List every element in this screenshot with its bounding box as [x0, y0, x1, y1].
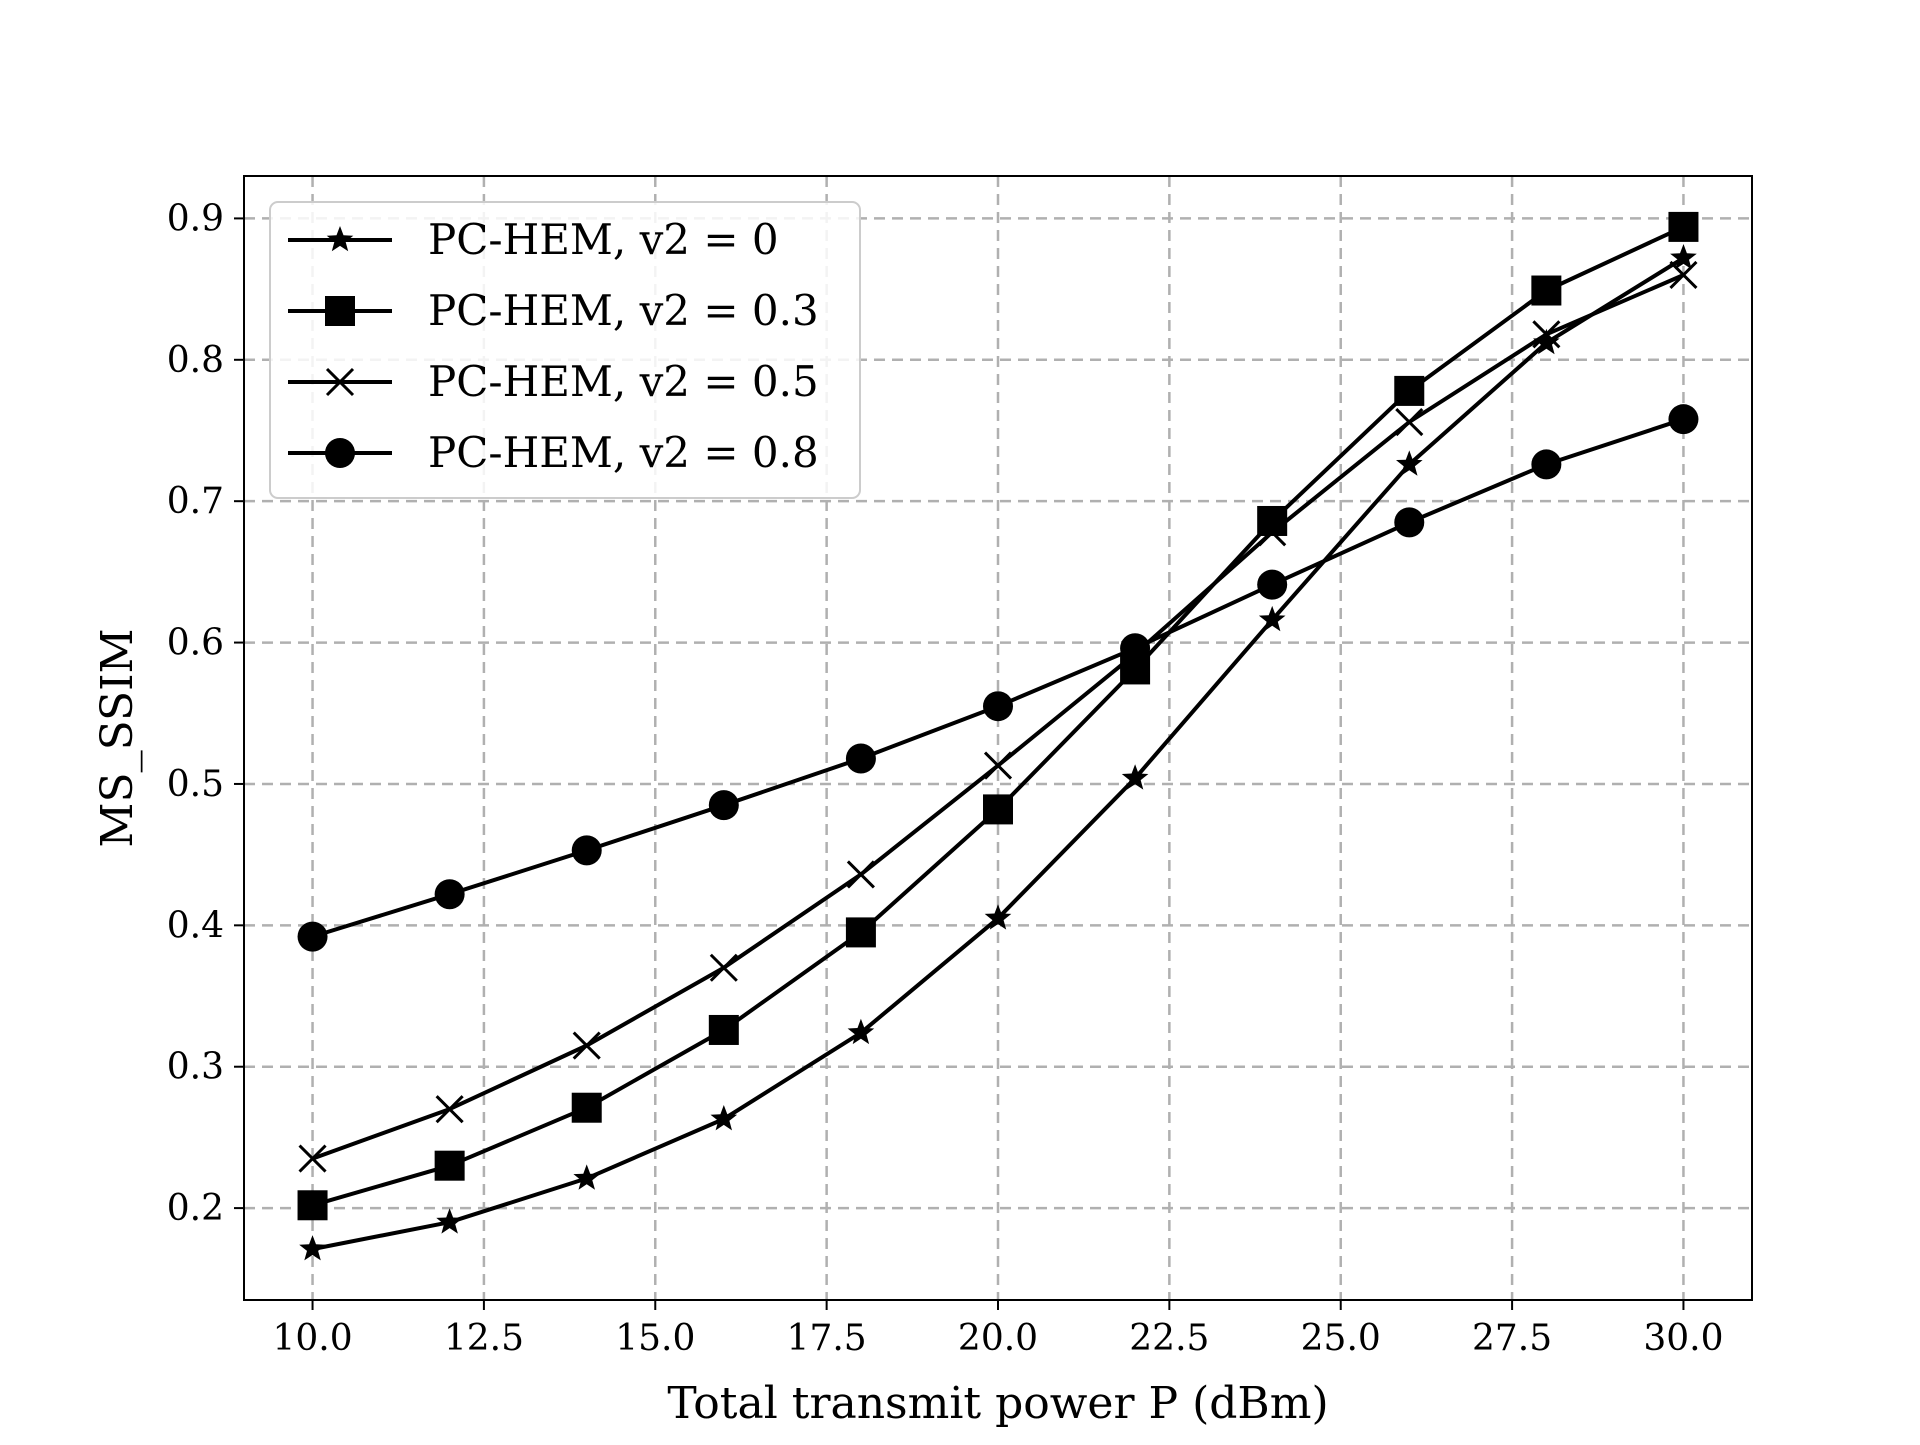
x-axis-label: Total transmit power P (dBm): [667, 1378, 1328, 1429]
legend-label: PC-HEM, v2 = 0: [428, 215, 779, 264]
x-marker: [983, 751, 1013, 780]
circle-marker: [297, 921, 328, 952]
star-marker: [1121, 764, 1149, 790]
axis-ticks: 10.0 12.5 15.0 17.5 20.0 22.5 25.0 27.5 30.0 0.2 0…: [167, 198, 1724, 1359]
star-marker: [436, 1208, 463, 1234]
legend-label: PC-HEM, v2 = 0.5: [428, 357, 819, 406]
x-tick-label: 10.0: [272, 1318, 352, 1359]
legend-label: PC-HEM, v2 = 0.8: [428, 428, 819, 477]
square-marker: [1394, 375, 1425, 406]
y-tick-label: 0.2: [167, 1188, 224, 1229]
star-marker: [326, 226, 354, 252]
x-tick-label: 25.0: [1301, 1318, 1381, 1359]
square-marker: [434, 1150, 465, 1181]
legend-item: PC-HEM, v2 = 0: [288, 215, 779, 264]
square-marker: [571, 1092, 602, 1123]
y-tick-label: 0.7: [167, 481, 224, 522]
plot-series: [297, 211, 1699, 1261]
x-tick-label: 20.0: [958, 1318, 1038, 1359]
square-marker: [845, 917, 876, 948]
x-marker: [298, 1144, 327, 1173]
y-tick-label: 0.6: [167, 623, 224, 664]
star-marker: [573, 1164, 600, 1190]
circle-marker: [845, 743, 876, 774]
square-marker: [708, 1014, 739, 1045]
star-marker: [710, 1105, 738, 1131]
y-tick-label: 0.4: [167, 905, 224, 946]
legend-frame: [269, 201, 861, 499]
x-tick-label: 22.5: [1129, 1318, 1209, 1359]
circle-marker: [983, 691, 1013, 722]
circle-marker: [1257, 569, 1288, 600]
square-marker: [1531, 275, 1562, 306]
legend-item: PC-HEM, v2 = 0.8: [288, 428, 819, 477]
star-marker: [1396, 450, 1423, 476]
x-marker: [435, 1095, 464, 1124]
legend: PC-HEM, v2 = 0 PC-HEM, v2 = 0.3 PC-HEM, v2…: [269, 201, 861, 499]
square-marker: [297, 1190, 328, 1221]
star-marker: [984, 904, 1012, 930]
circle-marker: [708, 790, 739, 821]
circle-marker: [571, 835, 602, 866]
circle-marker: [1120, 633, 1151, 664]
star-marker: [1670, 244, 1697, 270]
x-marker: [325, 367, 355, 397]
y-tick-label: 0.5: [167, 764, 224, 805]
y-axis-label: MS_SSIM: [92, 628, 143, 847]
x-tick-label: 15.0: [615, 1318, 695, 1359]
star-marker: [847, 1018, 875, 1045]
star-marker: [1258, 605, 1286, 632]
x-marker: [572, 1031, 601, 1060]
x-tick-label: 30.0: [1643, 1318, 1723, 1359]
circle-marker: [325, 438, 355, 468]
x-tick-label: 17.5: [787, 1318, 867, 1359]
circle-marker: [434, 879, 465, 910]
circle-marker: [1394, 507, 1425, 538]
x-marker: [846, 860, 875, 889]
x-marker: [709, 953, 738, 982]
circle-marker: [1668, 404, 1699, 435]
y-tick-label: 0.8: [167, 340, 224, 381]
legend-item: PC-HEM, v2 = 0.3: [288, 286, 819, 335]
x-tick-label: 12.5: [444, 1318, 524, 1359]
x-marker: [1258, 518, 1287, 547]
circle-marker: [1531, 449, 1562, 480]
series-square: [297, 211, 1699, 1221]
x-marker: [1669, 260, 1698, 290]
star-marker: [299, 1235, 326, 1261]
star-marker: [1533, 328, 1560, 355]
series-star: [299, 244, 1697, 1261]
square-marker: [325, 296, 355, 326]
square-marker: [983, 794, 1013, 825]
y-tick-label: 0.9: [167, 198, 224, 239]
y-tick-label: 0.3: [167, 1047, 224, 1088]
x-marker: [1532, 320, 1561, 349]
legend-label: PC-HEM, v2 = 0.3: [428, 286, 819, 335]
square-marker: [1668, 211, 1699, 242]
series-circle: [297, 404, 1699, 952]
legend-item: PC-HEM, v2 = 0.5: [288, 357, 819, 406]
x-tick-label: 27.5: [1472, 1318, 1552, 1359]
x-marker: [1395, 407, 1424, 437]
